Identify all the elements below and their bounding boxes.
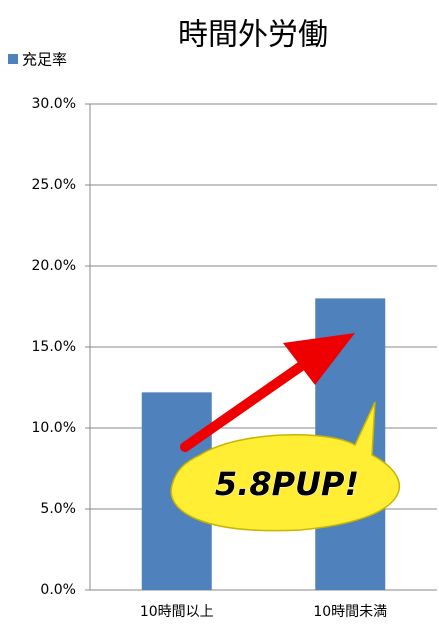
- y-tick-label: 15.0%: [32, 339, 76, 355]
- chart: 時間外労働 0.0% 5.0% 10.0% 15.0% 20.0% 25.0% 30.0% 充…: [0, 0, 439, 626]
- legend-label: 充足率: [22, 51, 67, 69]
- y-tick-label: 5.0%: [40, 501, 76, 517]
- y-tick-label: 30.0%: [32, 96, 76, 112]
- legend-swatch: [8, 54, 18, 64]
- x-tick-label: 10時間未満: [313, 604, 387, 620]
- annotation: 5.8PUP!: [215, 465, 359, 503]
- x-tick-label: 10時間以上: [140, 604, 214, 620]
- y-tick-label: 0.0%: [40, 582, 76, 598]
- chart-title: 時間外労働: [178, 18, 328, 53]
- y-tick-label: 10.0%: [32, 420, 76, 436]
- y-tick-label: 25.0%: [32, 177, 76, 193]
- y-tick-label: 20.0%: [32, 258, 76, 274]
